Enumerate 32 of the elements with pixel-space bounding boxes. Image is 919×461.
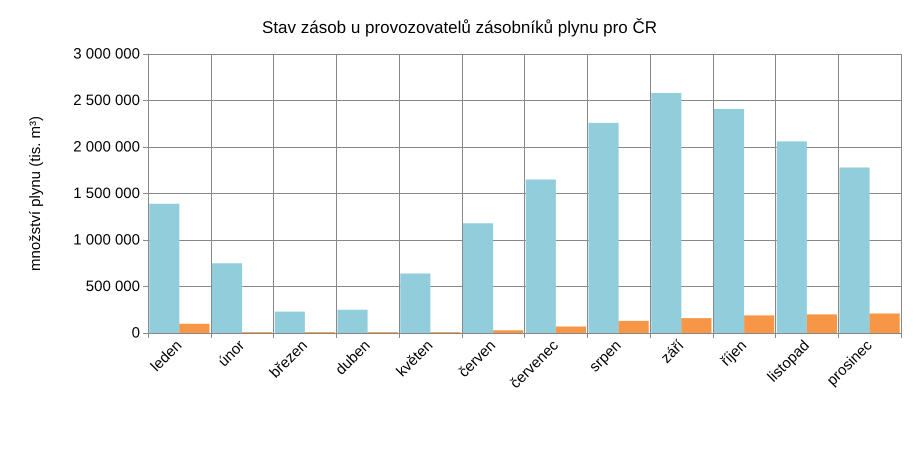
y-tick-label: 500 000 — [86, 278, 140, 295]
bar — [463, 223, 494, 333]
x-tick-label: únor — [214, 336, 248, 370]
y-tick-label: 2 500 000 — [73, 92, 140, 109]
bar — [651, 93, 682, 333]
bar — [212, 263, 242, 333]
y-tick-label: 3 000 000 — [73, 46, 140, 62]
y-tick-label: 1 000 000 — [73, 232, 140, 248]
x-tick-label: září — [658, 336, 688, 367]
bar — [274, 312, 305, 333]
bar — [556, 326, 586, 333]
bar — [400, 273, 430, 333]
bar — [806, 314, 837, 333]
bar — [338, 310, 368, 333]
bar — [870, 313, 900, 333]
bar — [149, 204, 180, 333]
bar — [618, 320, 649, 333]
chart-title: Stav zásob u provozovatelů zásobníků plynu pro ČR — [262, 18, 658, 37]
y-axis-title: množství plynu (tis. m³) — [27, 116, 44, 272]
bar — [776, 141, 807, 333]
bar — [179, 324, 210, 333]
y-tick-label: 1 500 000 — [73, 185, 140, 202]
bar — [714, 108, 744, 333]
x-tick-label: říjen — [718, 336, 750, 370]
bar — [526, 180, 556, 333]
bar — [744, 315, 774, 333]
bar — [681, 318, 712, 333]
y-tick-label: 2 000 000 — [73, 138, 140, 156]
bar — [840, 167, 870, 333]
bar — [493, 330, 524, 333]
y-tick-label: 0 — [132, 324, 140, 342]
bar — [588, 122, 619, 333]
